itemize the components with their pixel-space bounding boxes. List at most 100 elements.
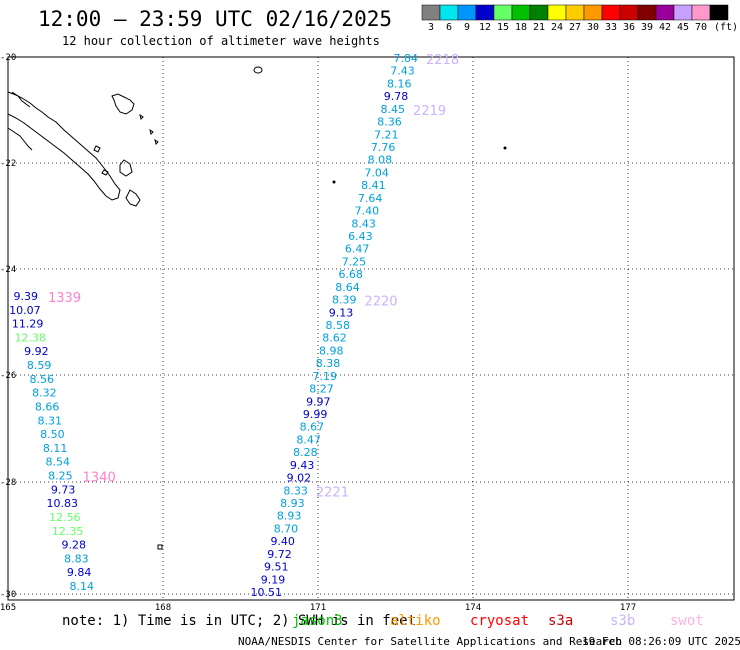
legend-label: 42 [659,22,671,33]
satellite-name: s3b [610,613,635,629]
swh-reading: 7.19 [313,370,338,383]
satellite-name: altiko [390,613,441,629]
swh-reading: 8.38 [316,357,341,370]
swh-reading: 8.50 [40,428,65,441]
swh-reading: 7.21 [374,128,399,141]
swh-reading: 11.29 [12,318,44,331]
pass-time-label: 2221 [316,485,349,500]
swh-reading: 7.40 [355,205,380,218]
swh-reading: 8.67 [300,421,325,434]
island-outline [157,544,163,550]
swh-reading: 6.43 [348,230,373,243]
legend-label: 36 [623,22,635,33]
swh-reading: 9.92 [24,345,49,358]
legend-swatch [493,4,513,21]
swh-reading: 8.11 [43,442,68,455]
swh-reading: 9.84 [67,566,92,579]
swh-reading: 8.33 [283,484,308,497]
legend-swatch [601,4,621,21]
satellite-tracks: 7.847.438.169.788.458.367.217.768.087.04… [9,52,459,599]
legend-swatch [691,4,711,21]
legend-label: 30 [587,22,599,33]
swh-reading: 7.43 [390,65,415,78]
swh-reading: 8.56 [30,373,55,386]
longitude-label: 165 [0,603,16,613]
swh-reading: 8.98 [319,344,344,357]
legend-unit: (ft) [714,22,738,33]
pass-time-label: 2219 [413,104,446,119]
map-subtitle: 12 hour collection of altimeter wave hei… [62,34,380,48]
legend-swatch [547,4,567,21]
latitude-label: -24 [0,265,16,275]
latitude-label: -22 [0,159,16,169]
swh-reading: 9.99 [303,408,328,421]
swh-reading: 12.56 [49,511,81,524]
swh-reading: 8.43 [351,217,376,230]
swh-reading: 8.70 [274,522,299,535]
legend-label: 45 [677,22,689,33]
swh-reading: 8.47 [296,433,321,446]
pass-time-label: 2218 [426,53,459,68]
swh-reading: 10.51 [251,586,283,599]
swh-reading: 8.27 [309,383,334,396]
swh-reading: 8.54 [46,456,71,469]
latitude-label: -26 [0,371,16,381]
latitude-label: -28 [0,478,16,488]
latitude-label: -30 [0,590,16,600]
legend-swatch [673,4,693,21]
color-legend: 3 6 9 12 15 18 21 24 27 30 33 36 39 42 45 70 [421,4,729,33]
swh-reading: 12.38 [15,331,47,344]
swh-reading: 9.43 [290,459,315,472]
pass-time-label: 1339 [48,291,81,306]
swh-reading: 8.66 [35,400,60,413]
swh-reading: 9.72 [267,548,292,561]
legend-swatch [655,4,675,21]
legend-swatch [637,4,657,21]
swh-reading: 8.58 [326,319,351,332]
swh-reading: 7.64 [358,192,383,205]
swh-reading: 9.73 [51,483,76,496]
new-caledonia-coastline [7,66,263,207]
swh-reading: 7.04 [364,166,389,179]
satellite-legend: jason3 altiko cryosat s3a s3b swot [292,613,704,629]
swh-reading: 10.07 [9,304,41,317]
satellite-name: s3a [548,613,573,629]
swh-reading: 8.28 [293,446,318,459]
footer-note: note: 1) Time is in UTC; 2) SWH is in fe… [62,613,416,629]
swh-reading: 8.83 [64,552,89,565]
legend-swatch [529,4,549,21]
legend-label: 6 [446,22,452,33]
satellite-name: jason3 [292,613,343,629]
swh-reading: 10.83 [47,497,79,510]
longitude-label: 177 [620,603,636,613]
satellite-name: swot [670,613,704,629]
swh-reading: 8.32 [32,387,57,400]
legend-label: 9 [464,22,470,33]
swh-reading: 8.39 [332,294,357,307]
legend-swatch [421,4,441,21]
swh-reading: 7.25 [342,255,367,268]
legend-label: 21 [533,22,545,33]
swh-reading: 9.39 [14,290,39,303]
swh-reading: 9.97 [306,395,331,408]
swh-reading: 8.41 [361,179,386,192]
legend-label: 39 [641,22,653,33]
swh-reading: 8.59 [27,359,52,372]
legend-swatch [457,4,477,21]
legend-swatch [511,4,531,21]
swh-reading: 6.47 [345,243,370,256]
legend-label: 27 [569,22,581,33]
island-dot [332,180,336,184]
legend-swatch [565,4,585,21]
legend-label: 24 [551,22,563,33]
longitude-label: 171 [310,603,326,613]
swh-reading: 8.93 [277,510,302,523]
legend-label: 15 [497,22,509,33]
legend-label: 3 [428,22,434,33]
legend-swatch [583,4,603,21]
pass-time-label: 2220 [364,295,397,310]
legend-label: 33 [605,22,617,33]
swh-reading: 8.16 [387,77,412,90]
swh-reading: 8.25 [48,470,73,483]
